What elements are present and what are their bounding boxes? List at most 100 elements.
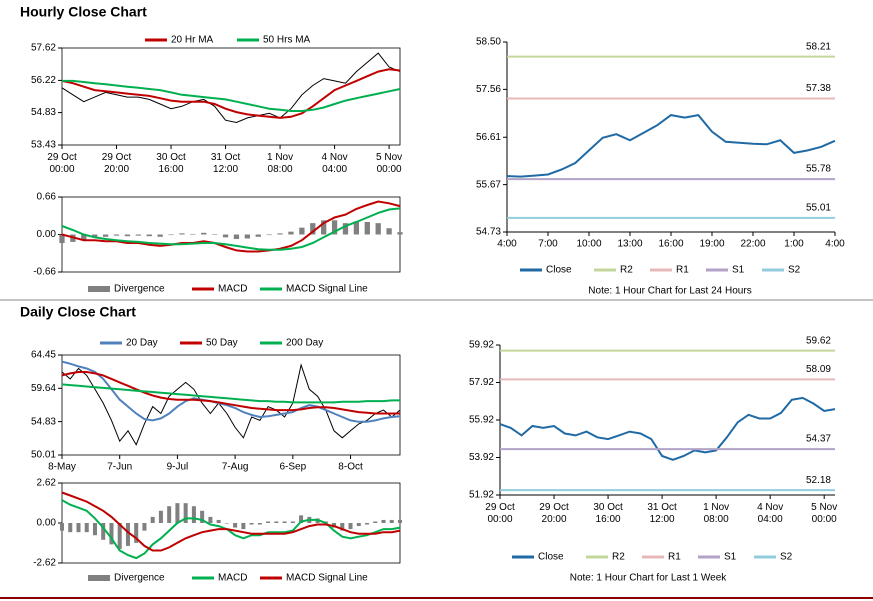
price-line xyxy=(61,52,401,124)
divergence-bar xyxy=(59,523,65,531)
x-tick-label: 4 Nov 04:00 xyxy=(757,502,783,525)
y-tick-label: 0.00 xyxy=(37,229,57,240)
legend-label: R2 xyxy=(612,552,625,563)
x-tick-label: 5 Nov 00:00 xyxy=(376,152,402,175)
legend-label: 50 Hrs MA xyxy=(263,35,311,46)
y-tick-label: 0.00 xyxy=(37,518,57,529)
divergence-bar xyxy=(282,521,287,523)
x-tick-label: 7:00 xyxy=(538,239,558,250)
divergence-bar xyxy=(288,231,294,235)
divergence-bar xyxy=(167,506,172,523)
y-tick-label: 59.64 xyxy=(31,383,56,394)
y-tick-label: 55.67 xyxy=(476,179,501,190)
divergence-bar xyxy=(191,506,196,523)
x-tick-label: 4 Nov 04:00 xyxy=(322,152,348,175)
divergence-bar xyxy=(158,510,163,523)
y-tick-label: 57.92 xyxy=(469,377,494,388)
x-tick-label: 31 Oct 12:00 xyxy=(647,502,677,525)
divergence-bar xyxy=(257,523,262,525)
divergence-bar xyxy=(321,220,327,235)
chart-note: Note: 1 Hour Chart for Last 24 Hours xyxy=(588,286,751,297)
x-tick-label: 16:00 xyxy=(658,239,683,250)
series-line xyxy=(61,200,401,253)
level-label: 58.21 xyxy=(806,41,831,52)
divergence-bar xyxy=(101,523,106,540)
divergence-bar xyxy=(277,233,283,235)
y-tick-label: 59.92 xyxy=(469,340,494,351)
x-tick-label: 30 Oct 16:00 xyxy=(156,152,186,175)
legend-label: 20 Hr MA xyxy=(171,35,214,46)
x-tick-label: 22:00 xyxy=(740,239,765,250)
y-tick-label: 54.73 xyxy=(476,227,501,238)
divergence-bar xyxy=(290,521,295,523)
x-tick-label: 8-Oct xyxy=(338,462,363,473)
price-line xyxy=(61,363,401,446)
divergence-bar xyxy=(68,523,73,533)
divergence-bar xyxy=(201,232,207,235)
legend-label: R2 xyxy=(620,265,633,276)
legend-label: 50 Day xyxy=(206,338,238,349)
legend-label: 200 Day xyxy=(286,338,323,349)
y-tick-label: 57.56 xyxy=(476,84,501,95)
divergence-bar xyxy=(125,523,130,546)
divergence-bar xyxy=(216,519,221,523)
divergence-bar xyxy=(142,523,147,531)
x-tick-label: 8-May xyxy=(48,462,76,473)
y-tick-label: 53.92 xyxy=(469,452,494,463)
divergence-bar xyxy=(190,233,196,235)
divergence-bar xyxy=(310,223,316,235)
legend-label: S2 xyxy=(780,552,793,563)
x-tick-label: 7-Jun xyxy=(107,462,132,473)
x-tick-label: 10:00 xyxy=(576,239,601,250)
divergence-bar xyxy=(150,516,155,523)
x-tick-label: 4:00 xyxy=(825,239,845,250)
level-label: 59.62 xyxy=(806,335,831,346)
divergence-bar xyxy=(249,523,254,525)
divergence-bar xyxy=(224,523,229,524)
series-line xyxy=(61,360,401,423)
legend-swatch xyxy=(88,575,110,581)
y-tick-label: -2.62 xyxy=(33,558,56,569)
x-tick-label: 13:00 xyxy=(617,239,642,250)
level-label: 55.78 xyxy=(806,164,831,175)
legend-label: Close xyxy=(538,552,564,563)
section-title: Hourly Close Chart xyxy=(20,4,147,20)
x-tick-label: 5 Nov 00:00 xyxy=(811,502,837,525)
legend-label: Divergence xyxy=(114,284,165,295)
divergence-bar xyxy=(183,503,188,523)
divergence-bar xyxy=(373,521,378,523)
legend-label: MACD xyxy=(218,284,247,295)
x-tick-label: 29 Oct 20:00 xyxy=(102,152,132,175)
x-tick-label: 9-Jul xyxy=(167,462,189,473)
legend-label: MACD xyxy=(218,573,247,584)
divergence-bar xyxy=(222,234,229,238)
series-line xyxy=(61,491,401,552)
x-tick-label: 29 Oct 00:00 xyxy=(485,502,515,525)
legend-label: S1 xyxy=(724,552,737,563)
x-tick-label: 7-Aug xyxy=(222,462,249,473)
divergence-bar xyxy=(146,234,152,237)
divergence-bar xyxy=(348,523,353,530)
divergence-bar xyxy=(375,223,381,235)
series-line xyxy=(61,499,401,560)
divergence-bar xyxy=(208,516,213,523)
divergence-bar xyxy=(233,234,240,240)
divergence-bar xyxy=(200,510,205,523)
y-tick-label: 57.62 xyxy=(31,43,56,54)
divergence-bar xyxy=(365,523,370,525)
divergence-bar xyxy=(331,220,338,235)
legend-label: R1 xyxy=(676,265,689,276)
divergence-bar xyxy=(117,523,122,549)
legend-label: MACD Signal Line xyxy=(286,284,368,295)
divergence-bar xyxy=(102,234,109,237)
y-tick-label: -0.66 xyxy=(33,267,56,278)
divergence-bar xyxy=(92,523,97,536)
level-label: 54.37 xyxy=(806,434,831,445)
y-tick-label: 56.22 xyxy=(31,75,56,86)
series-line xyxy=(61,207,401,251)
divergence-bar xyxy=(299,515,304,523)
x-tick-label: 31 Oct 12:00 xyxy=(211,152,241,175)
y-tick-label: 64.45 xyxy=(31,350,56,361)
series-line xyxy=(506,114,836,178)
